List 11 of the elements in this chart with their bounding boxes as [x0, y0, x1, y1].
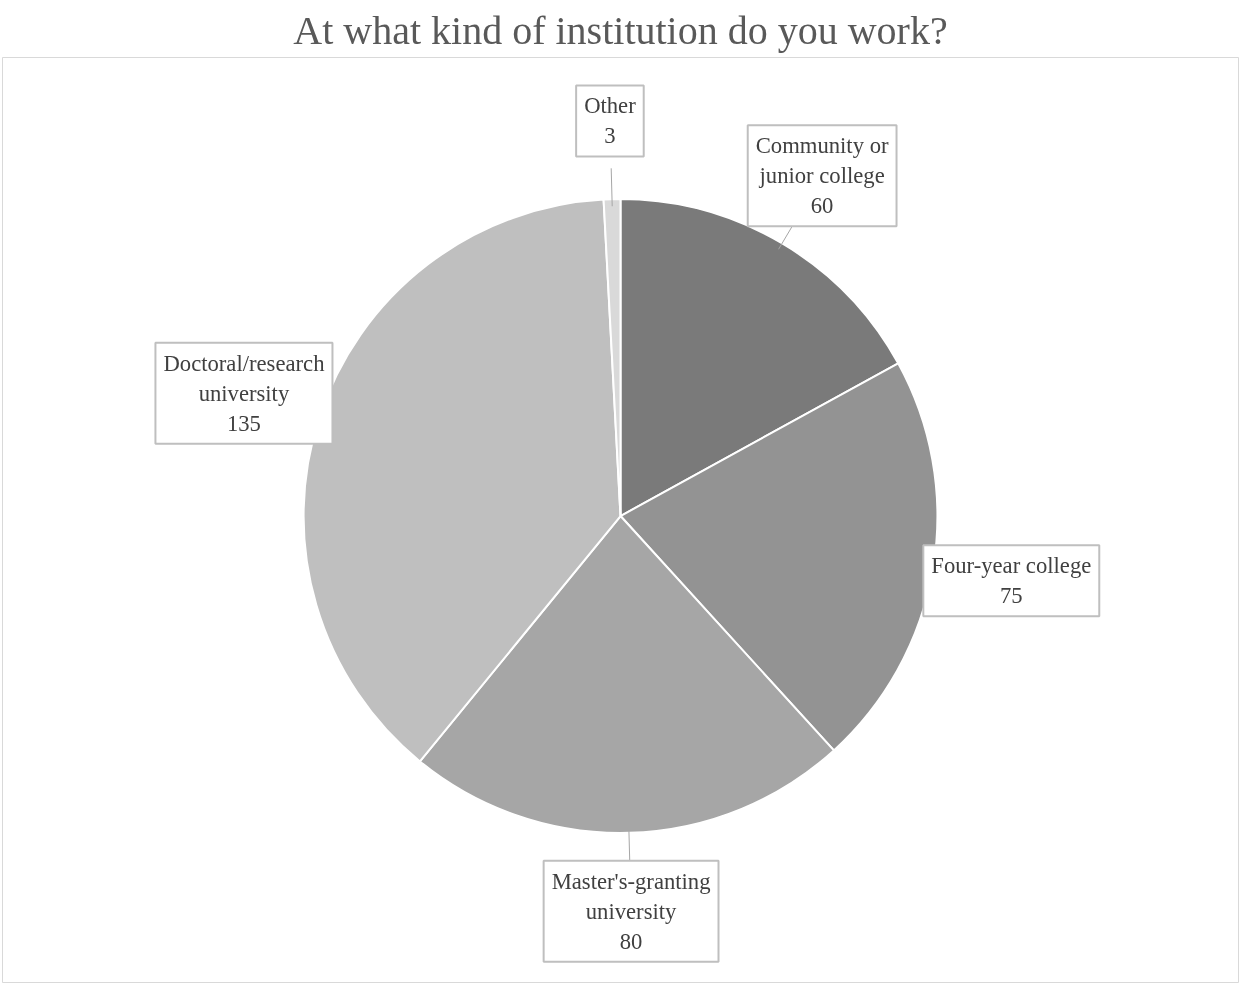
data-label: 75 [999, 583, 1023, 609]
slice-label: Other [584, 93, 637, 119]
slice-label: Master's-granting university [551, 868, 711, 924]
data-label: 80 [619, 928, 643, 954]
data-label: 60 [810, 193, 834, 219]
slice-label: Community or junior college [755, 133, 889, 189]
slice-label: Four-year college [931, 553, 1092, 579]
chart-title: At what kind of institution do you work? [293, 7, 948, 53]
slice-label: Doctoral/research university [163, 350, 326, 406]
data-label: 3 [604, 123, 616, 149]
data-label: 135 [226, 410, 261, 436]
